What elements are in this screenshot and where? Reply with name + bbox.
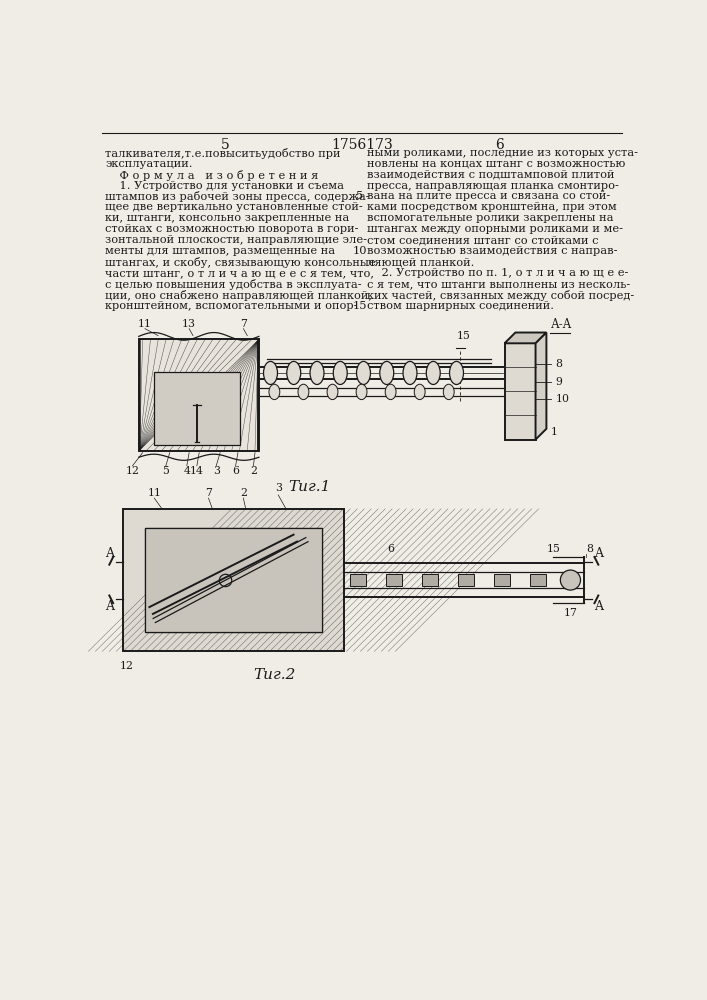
Text: стом соединения штанг со стойками с: стом соединения штанг со стойками с [368,235,599,245]
Text: 17: 17 [563,608,578,618]
Text: эксплуатации.: эксплуатации. [105,159,193,169]
Ellipse shape [333,361,347,384]
Text: 15: 15 [352,301,367,311]
Text: 2: 2 [250,466,257,477]
Polygon shape [530,574,546,586]
Text: 1: 1 [551,427,558,437]
Polygon shape [386,574,402,586]
Circle shape [561,570,580,590]
Text: 4: 4 [183,466,190,477]
Text: A: A [105,600,114,613]
Text: 3: 3 [213,466,220,477]
Text: пресса, направляющая планка смонтиро-: пресса, направляющая планка смонтиро- [368,181,619,191]
Text: Τиг.2: Τиг.2 [253,668,296,682]
Text: кронштейном, вспомогательными и опор-: кронштейном, вспомогательными и опор- [105,301,358,311]
Polygon shape [458,574,474,586]
Text: 10: 10 [352,246,367,256]
Text: вспомогательные ролики закреплены на: вспомогательные ролики закреплены на [368,213,614,223]
Text: ляющей планкой.: ляющей планкой. [368,257,474,267]
Text: 11: 11 [138,319,152,329]
Text: ции, оно снабжено направляющей планкой,: ции, оно снабжено направляющей планкой, [105,290,373,301]
Text: зонтальной плоскости, направляющие эле-: зонтальной плоскости, направляющие эле- [105,235,368,245]
Polygon shape [139,339,259,451]
Ellipse shape [269,384,280,400]
Text: 7: 7 [240,319,247,329]
Text: части штанг, о т л и ч а ю щ е е с я тем, что,: части штанг, о т л и ч а ю щ е е с я тем… [105,268,375,278]
Polygon shape [494,574,510,586]
Ellipse shape [380,361,394,384]
Text: щее две вертикально установленные стой-: щее две вертикально установленные стой- [105,202,363,212]
Ellipse shape [310,361,324,384]
Ellipse shape [403,361,417,384]
Text: ки, штанги, консольно закрепленные на: ки, штанги, консольно закрепленные на [105,213,350,223]
Text: новлены на концах штанг с возможностью: новлены на концах штанг с возможностью [368,159,626,169]
Text: с целью повышения удобства в эксплуата-: с целью повышения удобства в эксплуата- [105,279,362,290]
Text: 5: 5 [163,466,169,477]
Text: 2. Устройство по п. 1, о т л и ч а ю щ е е-: 2. Устройство по п. 1, о т л и ч а ю щ е… [368,268,629,278]
Text: 2: 2 [240,488,247,498]
Polygon shape [154,372,240,445]
Text: талкивателя,т.е.повыситьудобство при: талкивателя,т.е.повыситьудобство при [105,148,341,159]
Text: возможностью взаимодействия с направ-: возможностью взаимодействия с направ- [368,246,618,256]
Ellipse shape [327,384,338,400]
Text: 6: 6 [387,544,394,554]
Text: 7: 7 [205,488,212,498]
Polygon shape [145,528,322,632]
Text: Τиг.1: Τиг.1 [288,480,330,494]
Text: A: A [594,547,603,560]
Text: A: A [105,547,114,560]
Polygon shape [145,528,322,632]
Text: 5: 5 [221,138,230,152]
Polygon shape [422,574,438,586]
Ellipse shape [264,361,277,384]
Text: 12: 12 [126,466,139,477]
Text: штангах между опорными роликами и ме-: штангах между опорными роликами и ме- [368,224,624,234]
Text: 6: 6 [495,138,503,152]
Text: 6: 6 [232,466,239,477]
Ellipse shape [298,384,309,400]
Ellipse shape [287,361,300,384]
Text: 15: 15 [547,544,561,554]
Polygon shape [123,509,344,651]
Text: 9: 9 [556,377,563,387]
Text: 10: 10 [556,394,570,404]
Text: ством шарнирных соединений.: ством шарнирных соединений. [368,301,554,311]
Polygon shape [351,574,366,586]
Ellipse shape [356,361,370,384]
Text: Ф о р м у л а   и з о б р е т е н и я: Ф о р м у л а и з о б р е т е н и я [105,170,319,181]
Text: 3: 3 [275,483,282,493]
Text: штампов из рабочей зоны пресса, содержа-: штампов из рабочей зоны пресса, содержа- [105,191,370,202]
Text: 15: 15 [457,331,470,341]
Text: 14: 14 [190,466,204,477]
Text: с я тем, что штанги выполнены из несколь-: с я тем, что штанги выполнены из несколь… [368,279,631,289]
Text: А-А: А-А [551,318,573,331]
Text: 1. Устройство для установки и съема: 1. Устройство для установки и съема [105,181,344,191]
Text: 12: 12 [120,661,134,671]
Text: 8: 8 [556,359,563,369]
Ellipse shape [426,361,440,384]
Polygon shape [505,343,535,440]
Text: 1756173: 1756173 [331,138,393,152]
Text: вана на плите пресса и связана со стой-: вана на плите пресса и связана со стой- [368,191,611,201]
Text: 13: 13 [182,319,196,329]
Polygon shape [535,333,547,440]
Text: ными роликами, последние из которых уста-: ными роликами, последние из которых уста… [368,148,638,158]
Text: 8: 8 [586,544,593,554]
Ellipse shape [443,384,454,400]
Ellipse shape [414,384,425,400]
Text: A: A [594,600,603,613]
Text: менты для штампов, размещенные на: менты для штампов, размещенные на [105,246,336,256]
Ellipse shape [356,384,367,400]
Text: ких частей, связанных между собой посред-: ких частей, связанных между собой посред… [368,290,635,301]
Text: взаимодействия с подштамповой плитой: взаимодействия с подштамповой плитой [368,170,615,180]
Text: 11: 11 [147,488,161,498]
Text: 5: 5 [356,191,363,201]
Ellipse shape [385,384,396,400]
Polygon shape [505,333,547,343]
Text: штангах, и скобу, связывающую консольные: штангах, и скобу, связывающую консольные [105,257,376,268]
Ellipse shape [450,361,464,384]
Text: стойках с возможностью поворота в гори-: стойках с возможностью поворота в гори- [105,224,359,234]
Text: ками посредством кронштейна, при этом: ками посредством кронштейна, при этом [368,202,617,212]
